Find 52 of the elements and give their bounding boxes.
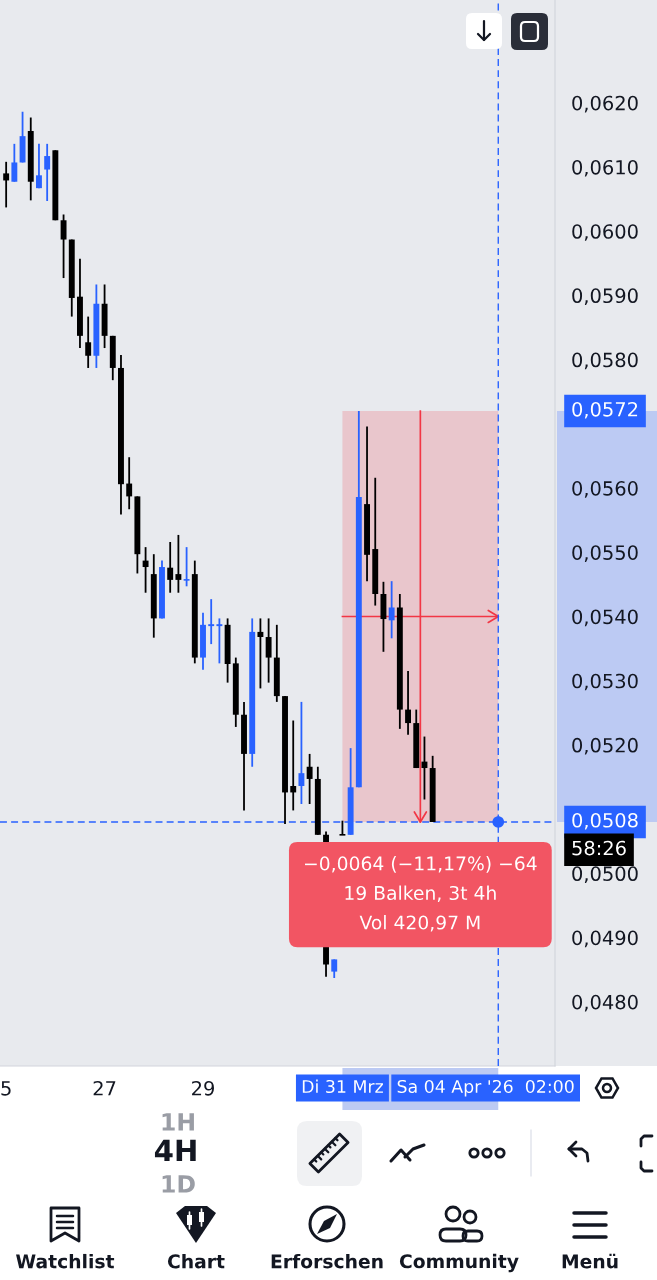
- candlestick: [44, 142, 51, 202]
- ref-line-label: 0,0508: [572, 812, 638, 830]
- candlestick: [208, 598, 215, 646]
- candlestick: [388, 580, 395, 640]
- candlestick: [11, 142, 18, 183]
- candlestick: [60, 213, 67, 279]
- y-tick-label: 0,0620: [572, 95, 638, 113]
- x-tick-label: 29: [192, 1080, 214, 1096]
- text: 0,0572: [572, 401, 638, 419]
- y-tick-label: 0,0520: [572, 737, 638, 755]
- candlestick: [405, 670, 411, 736]
- y-tick-label: 0,0600: [572, 224, 638, 241]
- y-tick-label: 0,0540: [572, 609, 638, 627]
- candlestick: [421, 735, 428, 801]
- candlestick: [167, 541, 174, 594]
- text: Menü: [562, 1253, 618, 1269]
- candlestick: [126, 456, 133, 511]
- candlestick: [331, 958, 338, 979]
- candlestick: [36, 142, 42, 190]
- y-tick-label: 0,0550: [572, 545, 638, 562]
- candlestick: [3, 160, 10, 209]
- ref-line-label: Sa 04 Apr '26 02:00: [397, 1079, 574, 1097]
- candlestick: [257, 617, 264, 690]
- text: 4H: [154, 1139, 196, 1162]
- y-tick-label: 0,0530: [572, 673, 638, 691]
- text: 1H: [162, 1113, 194, 1131]
- y-tick-label: 0,0480: [572, 994, 638, 1012]
- x-tick-label: 5: [1, 1081, 11, 1096]
- candlestick: [142, 546, 149, 594]
- candlestick: [183, 546, 190, 588]
- y-tick-label: 0,0560: [572, 481, 638, 498]
- y-tick-label: 0,0610: [572, 159, 638, 177]
- text: Di 31 Mrz: [302, 1079, 383, 1094]
- y-tick-label: 0,0590: [572, 288, 638, 306]
- text: Erforschen: [271, 1253, 383, 1269]
- candlestick: [216, 617, 223, 665]
- y-tick-label: 0,0500: [572, 866, 638, 883]
- candlestick: [85, 315, 92, 369]
- text: Watchlist: [16, 1253, 115, 1269]
- y-tick-label: 0,0580: [572, 352, 638, 370]
- text: 58:26: [572, 840, 626, 856]
- candlestick: [298, 700, 305, 805]
- annotation: −0,0064 (−11,17%) −64 19 Balken, 3t 4h Vol 420,97 M: [305, 856, 537, 932]
- candlestick: [175, 534, 182, 594]
- text: Community: [399, 1253, 519, 1273]
- candlestick: [306, 753, 313, 805]
- y-tick-label: 0,0490: [572, 930, 638, 948]
- candlestick: [290, 719, 297, 812]
- candlestick: [265, 617, 272, 684]
- x-tick-label: 27: [93, 1080, 116, 1096]
- text: Chart: [167, 1253, 225, 1269]
- text: 1D: [162, 1175, 195, 1193]
